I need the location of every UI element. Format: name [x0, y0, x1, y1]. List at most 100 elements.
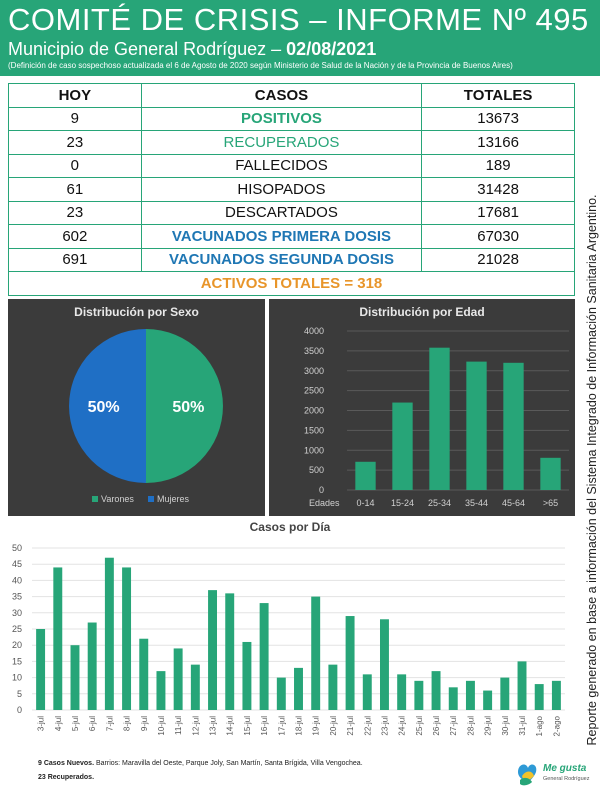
recovered-note: 23 Recuperados. — [38, 774, 95, 781]
header-today: HOY — [8, 83, 142, 108]
new-cases-note: 9 Casos Nuevos. Barrios: Maravilla del O… — [38, 760, 363, 767]
daily-bar — [414, 680, 424, 710]
y-tick-label: 500 — [309, 465, 324, 475]
daily-bar — [431, 671, 441, 710]
table-header-row: HOY CASOS TOTALES — [8, 83, 575, 108]
x-tick-label: 29-jul — [484, 716, 493, 736]
x-tick-label: 26-jul — [432, 716, 441, 736]
x-tick-label: 12-jul — [191, 716, 200, 736]
y-tick-label: 3000 — [304, 366, 324, 376]
x-tick-label: 20-jul — [329, 716, 338, 736]
total-value: 13166 — [421, 130, 575, 155]
x-tick-label: 15-jul — [243, 716, 252, 736]
case-label: FALLECIDOS — [140, 153, 423, 178]
x-tick-label: 14-jul — [226, 716, 235, 736]
y-tick-label: 2500 — [304, 386, 324, 396]
daily-bar — [534, 684, 544, 710]
table-row: 0 FALLECIDOS 189 — [8, 153, 575, 178]
total-value: 21028 — [421, 247, 575, 272]
x-tick-label: 10-jul — [157, 716, 166, 736]
x-tick-label: 2-ago — [552, 715, 561, 736]
new-cases-count: 9 Casos Nuevos. — [38, 760, 95, 767]
total-value: 17681 — [421, 200, 575, 225]
age-bar — [466, 361, 487, 490]
daily-bar — [448, 687, 458, 710]
today-value: 23 — [8, 130, 142, 155]
x-tick-label: 45-64 — [502, 498, 525, 508]
age-bar — [392, 402, 413, 490]
definition-note: (Definición de caso sospechoso actualiza… — [8, 61, 513, 70]
age-bar — [355, 461, 376, 490]
header-banner: COMITÉ DE CRISIS – INFORME Nº 495 Munici… — [0, 0, 600, 76]
active-totals-row: ACTIVOS TOTALES = 318 — [8, 271, 575, 296]
today-value: 9 — [8, 106, 142, 131]
x-tick-label: 8-jul — [123, 716, 132, 731]
x-tick-label: 31-jul — [518, 716, 527, 736]
daily-bar — [190, 664, 200, 710]
table-row: 691 VACUNADOS SEGUNDA DOSIS 21028 — [8, 247, 575, 272]
x-tick-label: 21-jul — [346, 716, 355, 736]
y-tick-label: 30 — [12, 608, 22, 618]
y-tick-label: 1000 — [304, 445, 324, 455]
case-label: VACUNADOS PRIMERA DOSIS — [140, 224, 423, 249]
report-title: COMITÉ DE CRISIS – INFORME Nº 495 — [8, 2, 589, 37]
sex-distribution-panel: Distribución por Sexo 50% 50% Varones Mujer… — [8, 299, 265, 516]
today-value: 0 — [8, 153, 142, 178]
daily-bar — [242, 641, 252, 710]
daily-bar — [173, 648, 183, 710]
x-tick-label: 13-jul — [209, 716, 218, 736]
daily-bar — [156, 671, 166, 710]
y-tick-label: 25 — [12, 624, 22, 634]
y-tick-label: 5 — [17, 689, 22, 699]
daily-bar — [225, 593, 235, 710]
total-value: 31428 — [421, 177, 575, 202]
age-bar-chart: 0 500 1000 1500 2000 2500 3000 3500 4000 Edades 0-… — [304, 326, 569, 508]
daily-bar — [87, 622, 97, 710]
x-tick-label: 4-jul — [54, 716, 63, 731]
municipality-name: Municipio de General Rodríguez – — [8, 39, 282, 59]
daily-bar — [362, 674, 372, 710]
daily-bar — [311, 596, 321, 710]
daily-bar — [104, 557, 114, 710]
x-tick-label: 7-jul — [105, 716, 114, 731]
x-tick-label: 6-jul — [88, 716, 97, 731]
y-tick-label: 35 — [12, 592, 22, 602]
pie-slice — [146, 329, 223, 483]
today-value: 602 — [8, 224, 142, 249]
x-tick-label: 19-jul — [312, 716, 321, 736]
x-tick-label: 1-ago — [535, 715, 544, 736]
table-row: 9 POSITIVOS 13673 — [8, 106, 575, 131]
daily-bar — [397, 674, 407, 710]
age-bar — [540, 457, 561, 490]
x-tick-label: 0-14 — [356, 498, 374, 508]
today-value: 61 — [8, 177, 142, 202]
daily-bar — [483, 690, 493, 710]
daily-bar — [36, 629, 46, 710]
case-label: DESCARTADOS — [140, 200, 423, 225]
legend-swatch — [92, 496, 98, 502]
y-tick-label: 0 — [17, 705, 22, 715]
x-tick-label: 24-jul — [398, 716, 407, 736]
daily-bar — [500, 677, 510, 710]
today-value: 23 — [8, 200, 142, 225]
x-tick-label: 28-jul — [466, 716, 475, 736]
x-tick-label: 25-jul — [415, 716, 424, 736]
y-tick-label: 15 — [12, 656, 22, 666]
legend-label: Mujeres — [157, 494, 190, 504]
y-tick-label: 1500 — [304, 425, 324, 435]
legend-swatch — [148, 496, 154, 502]
x-tick-label: 15-24 — [391, 498, 414, 508]
daily-bar — [294, 667, 303, 710]
case-label: HISOPADOS — [140, 177, 423, 202]
x-tick-label: 9-jul — [140, 716, 149, 731]
table-row: 602 VACUNADOS PRIMERA DOSIS 67030 — [8, 224, 575, 249]
daily-bar — [70, 645, 80, 710]
x-tick-label: 16-jul — [260, 716, 269, 736]
daily-bar — [139, 638, 149, 710]
legend-label: Varones — [101, 494, 134, 504]
daily-bar — [122, 567, 132, 710]
y-tick-label: 20 — [12, 640, 22, 650]
age-bar — [503, 362, 524, 490]
total-value: 67030 — [421, 224, 575, 249]
x-tick-label: 18-jul — [295, 716, 304, 736]
